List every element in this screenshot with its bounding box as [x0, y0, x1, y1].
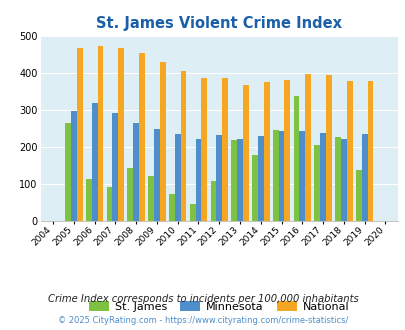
Bar	[278, 131, 284, 221]
Bar	[180, 71, 186, 221]
Bar	[361, 134, 367, 221]
Bar	[118, 49, 124, 221]
Bar	[112, 113, 118, 221]
Bar	[86, 179, 92, 221]
Bar	[92, 103, 97, 221]
Bar	[148, 176, 153, 221]
Text: © 2025 CityRating.com - https://www.cityrating.com/crime-statistics/: © 2025 CityRating.com - https://www.city…	[58, 316, 347, 325]
Bar	[367, 81, 373, 221]
Bar	[65, 123, 71, 221]
Bar	[201, 78, 207, 221]
Bar	[222, 78, 227, 221]
Text: Crime Index corresponds to incidents per 100,000 inhabitants: Crime Index corresponds to incidents per…	[47, 294, 358, 304]
Bar	[257, 136, 263, 221]
Bar	[210, 181, 216, 221]
Bar	[189, 204, 195, 221]
Bar	[71, 111, 77, 221]
Bar	[77, 48, 82, 221]
Bar	[305, 74, 310, 221]
Bar	[325, 76, 331, 221]
Bar	[216, 135, 222, 221]
Bar	[231, 140, 237, 221]
Bar	[263, 82, 269, 221]
Title: St. James Violent Crime Index: St. James Violent Crime Index	[96, 16, 341, 31]
Bar	[320, 133, 325, 221]
Bar	[272, 130, 278, 221]
Bar	[284, 80, 290, 221]
Bar	[160, 62, 165, 221]
Bar	[175, 134, 180, 221]
Legend: St. James, Minnesota, National: St. James, Minnesota, National	[85, 297, 353, 316]
Bar	[293, 96, 298, 221]
Bar	[242, 85, 248, 221]
Bar	[133, 123, 139, 221]
Bar	[107, 187, 112, 221]
Bar	[195, 139, 201, 221]
Bar	[168, 194, 175, 221]
Bar	[153, 129, 160, 221]
Bar	[252, 155, 257, 221]
Bar	[313, 145, 320, 221]
Bar	[97, 46, 103, 221]
Bar	[298, 131, 305, 221]
Bar	[127, 168, 133, 221]
Bar	[237, 139, 242, 221]
Bar	[346, 81, 352, 221]
Bar	[340, 139, 346, 221]
Bar	[334, 137, 340, 221]
Bar	[355, 170, 361, 221]
Bar	[139, 53, 145, 221]
